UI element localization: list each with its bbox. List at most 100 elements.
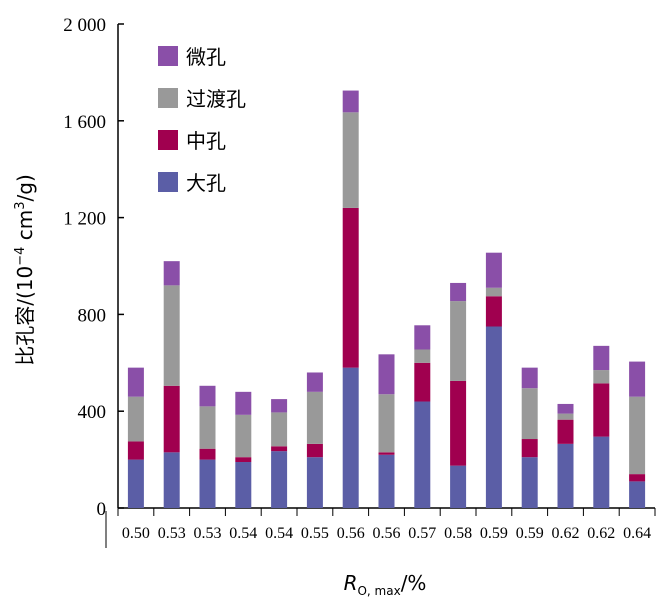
bar-segment xyxy=(235,457,252,463)
y-title-suffix: /g) xyxy=(13,174,37,201)
bar-segment xyxy=(306,457,323,508)
bar-segment xyxy=(378,354,395,395)
bar-segment xyxy=(557,413,574,420)
bar-segment xyxy=(199,448,216,460)
bar-segment xyxy=(450,282,467,302)
x-title-sub: O, max xyxy=(357,584,400,598)
y-tick-label: 0 xyxy=(97,499,107,520)
bar-segment xyxy=(557,419,574,444)
x-tick-label: 0.55 xyxy=(301,525,329,542)
y-axis-title: 比孔容/(10−4 cm3/g) xyxy=(13,174,37,366)
legend-swatch xyxy=(158,172,178,192)
bar-segment xyxy=(485,287,502,297)
y-axis: 0 400 800 1 200 1 600 2 000 xyxy=(63,15,124,520)
legend-swatch xyxy=(158,88,178,108)
bar-segment xyxy=(378,394,395,453)
x-tick-label: 0.53 xyxy=(158,525,186,542)
y-title-exp1: −4 xyxy=(13,247,28,266)
bar-segment xyxy=(127,396,144,442)
bar-segment xyxy=(306,443,323,458)
bar-segment xyxy=(593,383,610,437)
bar-segment xyxy=(163,285,180,386)
bar-segment xyxy=(163,385,180,453)
x-tick-label: 0.59 xyxy=(480,525,508,542)
x-tick-label: 0.53 xyxy=(194,525,222,542)
y-tick-label: 800 xyxy=(78,305,107,326)
bar-segment xyxy=(342,112,359,208)
legend-swatch xyxy=(158,46,178,66)
bar-segment xyxy=(127,441,144,460)
y-tick-label: 1 200 xyxy=(63,209,106,230)
bar-segment xyxy=(271,399,288,413)
legend-label: 大孔 xyxy=(186,171,226,195)
bar-segment xyxy=(235,391,252,415)
bar-segment xyxy=(414,349,431,363)
bar-segment xyxy=(199,385,216,407)
bar-segment xyxy=(485,296,502,327)
bars xyxy=(127,90,646,508)
y-title-prefix: 比孔容/(10 xyxy=(13,266,37,366)
x-axis-title: RO, max/% xyxy=(344,571,427,598)
x-tick-label: 0.57 xyxy=(408,525,436,542)
bar-segment xyxy=(127,459,144,508)
x-tick-label: 0.56 xyxy=(373,525,401,542)
bar-segment xyxy=(306,391,323,444)
bar-segment xyxy=(450,465,467,508)
bar-segment xyxy=(414,401,431,508)
legend-label: 微孔 xyxy=(186,45,226,69)
legend-label: 过渡孔 xyxy=(186,87,246,111)
x-tick-label: 0.58 xyxy=(444,525,472,542)
bar-segment xyxy=(378,454,395,508)
bar-segment xyxy=(414,362,431,402)
y-title-mid: cm xyxy=(13,210,37,247)
bar-segment xyxy=(163,452,180,508)
x-tick-label: 0.64 xyxy=(623,525,651,542)
bar-segment xyxy=(235,414,252,458)
x-title-main: R xyxy=(344,571,358,595)
bar-segment xyxy=(629,474,646,482)
y-tick-label: 400 xyxy=(78,402,107,423)
x-tick-label: 0.62 xyxy=(552,525,580,542)
y-tick-label: 1 600 xyxy=(63,112,106,133)
bar-segment xyxy=(557,403,574,414)
bar-segment xyxy=(271,412,288,447)
bar-segment xyxy=(629,481,646,508)
bar-segment xyxy=(271,446,288,452)
bar-segment xyxy=(485,252,502,288)
bar-segment xyxy=(342,207,359,368)
bar-segment xyxy=(521,388,538,440)
bar-segment xyxy=(593,345,610,371)
y-title-exp2: 3 xyxy=(13,201,28,209)
bar-segment xyxy=(271,451,288,508)
bar-segment xyxy=(629,361,646,397)
legend-label: 中孔 xyxy=(186,129,226,153)
x-tick-label: 0.56 xyxy=(337,525,365,542)
bar-segment xyxy=(235,462,252,508)
bar-segment xyxy=(593,436,610,508)
y-tick-label: 2 000 xyxy=(63,15,106,36)
bar-segment xyxy=(485,326,502,508)
bar-segment xyxy=(199,459,216,508)
x-tick-label: 0.62 xyxy=(587,525,615,542)
bar-segment xyxy=(521,457,538,508)
x-tick-label: 0.54 xyxy=(265,525,293,542)
bar-segment xyxy=(163,261,180,286)
x-tick-label: 0.54 xyxy=(229,525,257,542)
x-tick-label: 0.50 xyxy=(122,525,150,542)
bar-segment xyxy=(557,443,574,508)
bar-segment xyxy=(521,439,538,458)
bar-segment xyxy=(414,325,431,350)
bar-segment xyxy=(521,367,538,389)
bar-segment xyxy=(593,370,610,384)
bar-segment xyxy=(199,406,216,449)
x-tick-label: 0.59 xyxy=(516,525,544,542)
bar-segment xyxy=(629,396,646,475)
x-axis: 0.50 0.53 0.53 0.54 0.54 0.55 0.56 0.56 0.57 0.58… xyxy=(105,507,656,548)
bar-segment xyxy=(450,301,467,381)
x-title-suffix: /% xyxy=(401,571,427,595)
bar-segment xyxy=(127,367,144,397)
bar-segment xyxy=(342,367,359,508)
bar-segment xyxy=(450,380,467,466)
